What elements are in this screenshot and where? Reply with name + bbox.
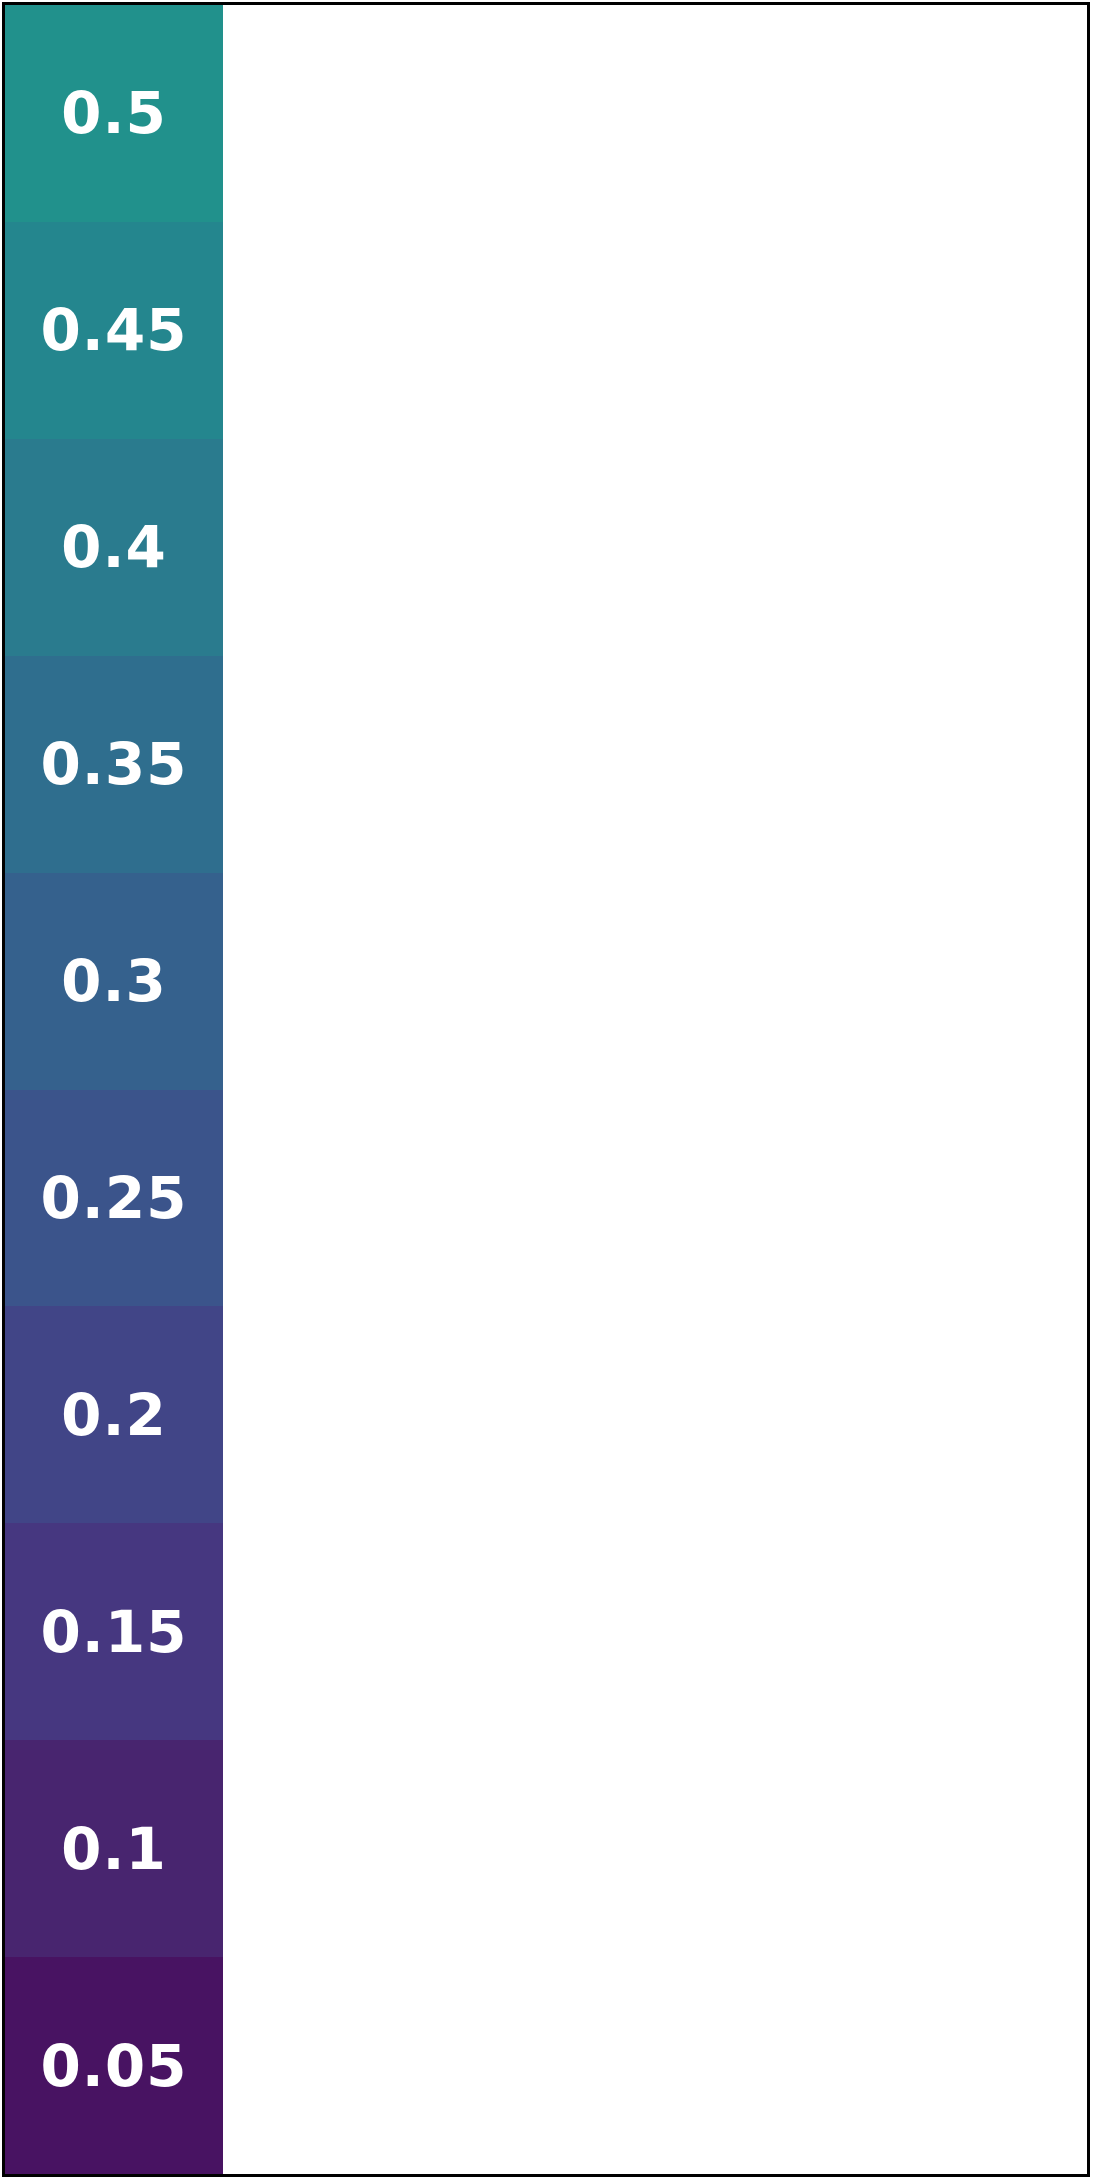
colorbar-cell: 0.5 bbox=[5, 5, 223, 222]
cell-label: 0.5 bbox=[61, 79, 167, 148]
colorbar-cell: 0.25 bbox=[5, 1089, 223, 1307]
cell-label: 0.15 bbox=[40, 1597, 188, 1666]
cell-label: 0.1 bbox=[61, 1814, 167, 1883]
cell-label: 0.4 bbox=[61, 513, 167, 582]
colorbar-cell: 0.35 bbox=[5, 655, 223, 873]
cell-label: 0.2 bbox=[61, 1380, 167, 1449]
cell-label: 0.35 bbox=[40, 730, 188, 799]
colorbar: 0.5 0.45 0.4 0.35 0.3 0.25 0.2 0.15 0.1 0.05 bbox=[5, 5, 223, 2174]
colorbar-cell: 0.1 bbox=[5, 1740, 223, 1958]
colorbar-cell: 0.2 bbox=[5, 1306, 223, 1524]
colorbar-cell: 0.15 bbox=[5, 1523, 223, 1741]
colorbar-cell: 0.05 bbox=[5, 1957, 223, 2174]
colorbar-cell: 0.45 bbox=[5, 221, 223, 439]
cell-label: 0.45 bbox=[40, 296, 188, 365]
cell-label: 0.25 bbox=[40, 1163, 188, 1232]
colorbar-cell: 0.4 bbox=[5, 438, 223, 656]
colorbar-cell: 0.3 bbox=[5, 872, 223, 1090]
cell-label: 0.05 bbox=[40, 2031, 188, 2100]
cell-label: 0.3 bbox=[61, 947, 167, 1016]
